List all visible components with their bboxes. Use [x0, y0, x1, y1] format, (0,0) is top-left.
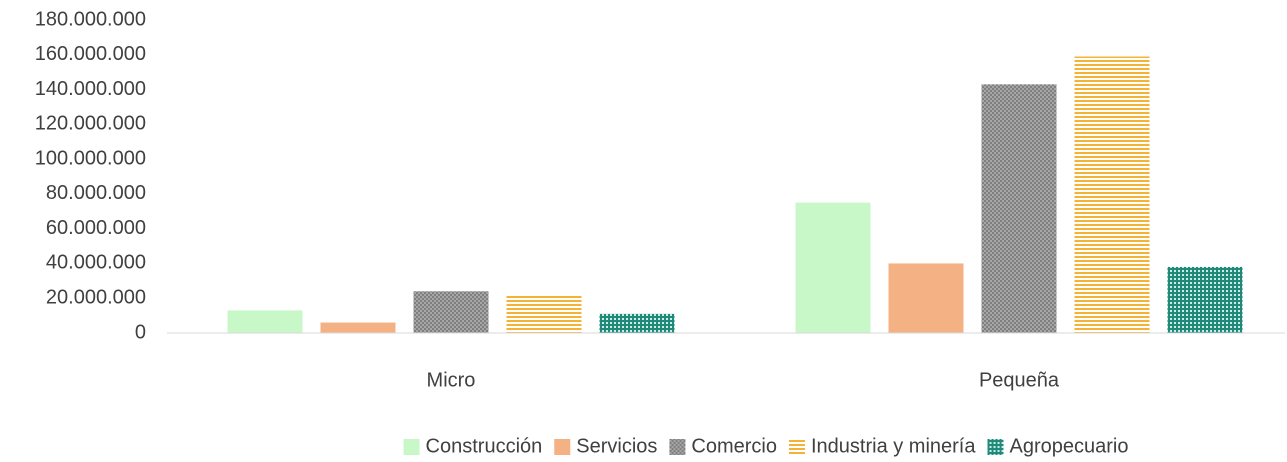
bar [599, 313, 675, 333]
legend-swatch [788, 439, 805, 455]
bar [1074, 56, 1150, 334]
legend-label: Agropecuario [1009, 435, 1128, 457]
bar [320, 322, 396, 333]
y-tick-label: 40.000.000 [46, 252, 146, 274]
y-tick-label: 80.000.000 [46, 182, 146, 204]
bar [506, 294, 582, 333]
bar [888, 263, 964, 333]
y-tick-label: 20.000.000 [46, 287, 146, 309]
bar [1167, 266, 1243, 333]
bar [413, 291, 489, 333]
y-tick-label: 180.000.000 [35, 8, 146, 30]
legend-swatch [554, 439, 571, 455]
y-tick-label: 60.000.000 [46, 217, 146, 239]
legend-swatch [403, 439, 420, 455]
legend-label: Construcción [426, 435, 543, 457]
legend-label: Comercio [691, 435, 777, 457]
bar [227, 310, 303, 333]
legend-swatch [987, 439, 1004, 455]
y-tick-label: 120.000.000 [35, 113, 146, 135]
legend-label: Servicios [576, 435, 657, 457]
legend: Construcción Servicios Comercio Industria y… [403, 435, 1128, 457]
bar [981, 84, 1057, 333]
x-tick-label: Pequeña [979, 369, 1060, 391]
legend-label: Industria y minería [811, 435, 976, 457]
x-tick-label: Micro [427, 369, 476, 391]
y-tick-label: 140.000.000 [35, 78, 146, 100]
bar [795, 202, 871, 333]
y-tick-label: 0 [135, 321, 146, 343]
legend-swatch [669, 439, 686, 455]
y-tick-label: 100.000.000 [35, 147, 146, 169]
y-tick-label: 160.000.000 [35, 43, 146, 65]
